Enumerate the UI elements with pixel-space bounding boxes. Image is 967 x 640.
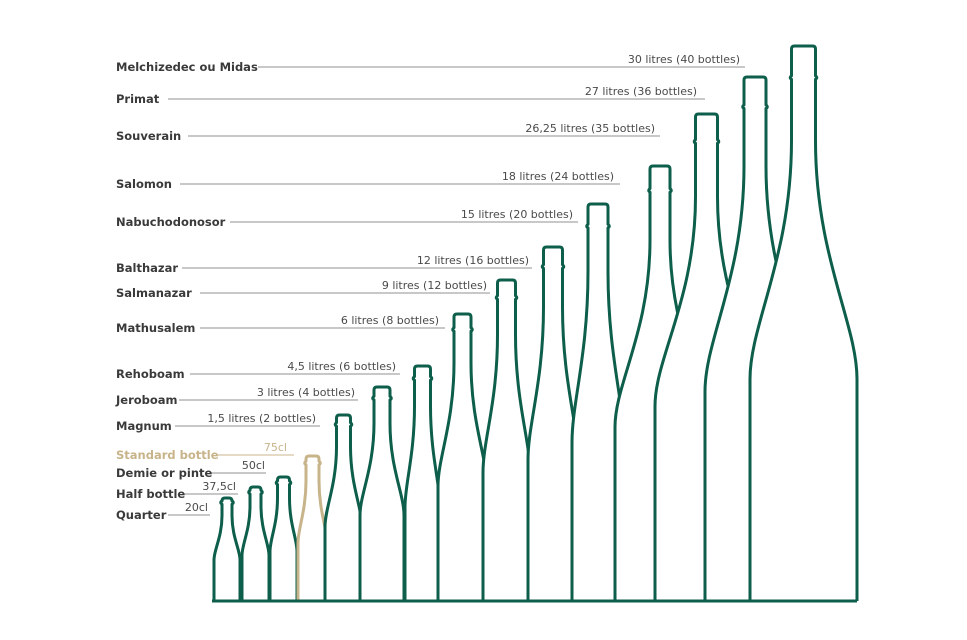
bottle-salmanazar (481, 278, 532, 601)
bottle-half-bottle (240, 485, 271, 601)
bottle-balthazar (526, 245, 580, 601)
bottle-size-salmanazar: 9 litres (12 bottles) (382, 279, 487, 292)
bottle-size-souverain: 26,25 litres (35 bottles) (525, 122, 655, 135)
bottle-size-primat: 27 litres (36 bottles) (585, 85, 697, 98)
bottle-size-mathusalem: 6 litres (8 bottles) (341, 314, 439, 327)
bottle-name-souverain: Souverain (116, 129, 181, 143)
bottle-size-demie-pinte: 50cl (242, 459, 265, 472)
bottle-nabuchodonosor (570, 202, 626, 601)
bottle-name-standard: Standard bottle (116, 448, 219, 462)
bottle-size-rehoboam: 4,5 litres (6 bottles) (287, 360, 396, 373)
bottle-name-demie-pinte: Demie or pinte (116, 466, 213, 480)
bottle-size-quarter: 20cl (185, 501, 208, 514)
bottle-melchizedec (748, 44, 859, 601)
bottle-jeroboam (358, 385, 406, 601)
bottle-name-salomon: Salomon (116, 177, 172, 191)
bottle-size-nabuchodonosor: 15 litres (20 bottles) (461, 208, 573, 221)
bottle-size-melchizedec: 30 litres (40 bottles) (628, 53, 740, 66)
bottle-size-balthazar: 12 litres (16 bottles) (417, 254, 529, 267)
bottle-size-standard: 75cl (264, 441, 287, 454)
bottle-size-half-bottle: 37,5cl (202, 480, 236, 493)
bottle-name-rehoboam: Rehoboam (116, 367, 185, 381)
bottle-size-jeroboam: 3 litres (4 bottles) (257, 386, 355, 399)
bottle-name-balthazar: Balthazar (116, 261, 178, 275)
bottle-magnum (323, 413, 364, 601)
bottle-name-primat: Primat (116, 92, 160, 106)
bottle-name-salmanazar: Salmanazar (116, 286, 192, 300)
bottle-name-half-bottle: Half bottle (116, 487, 185, 501)
bottle-standard (296, 454, 329, 601)
bottle-size-magnum: 1,5 litres (2 bottles) (207, 412, 316, 425)
bottle-name-jeroboam: Jeroboam (115, 393, 178, 407)
bottle-name-magnum: Magnum (116, 419, 172, 433)
bottle-mathusalem (436, 312, 489, 601)
bottle-name-nabuchodonosor: Nabuchodonosor (116, 215, 226, 229)
bottles-layer (212, 44, 859, 601)
bottle-demie-pinte (268, 475, 299, 601)
bottle-quarter (212, 496, 242, 601)
bottle-name-melchizedec: Melchizedec ou Midas (116, 60, 258, 74)
bottle-name-mathusalem: Mathusalem (116, 321, 195, 335)
bottle-name-quarter: Quarter (116, 508, 167, 522)
bottle-rehoboam (403, 364, 442, 601)
bottle-size-salomon: 18 litres (24 bottles) (502, 170, 614, 183)
